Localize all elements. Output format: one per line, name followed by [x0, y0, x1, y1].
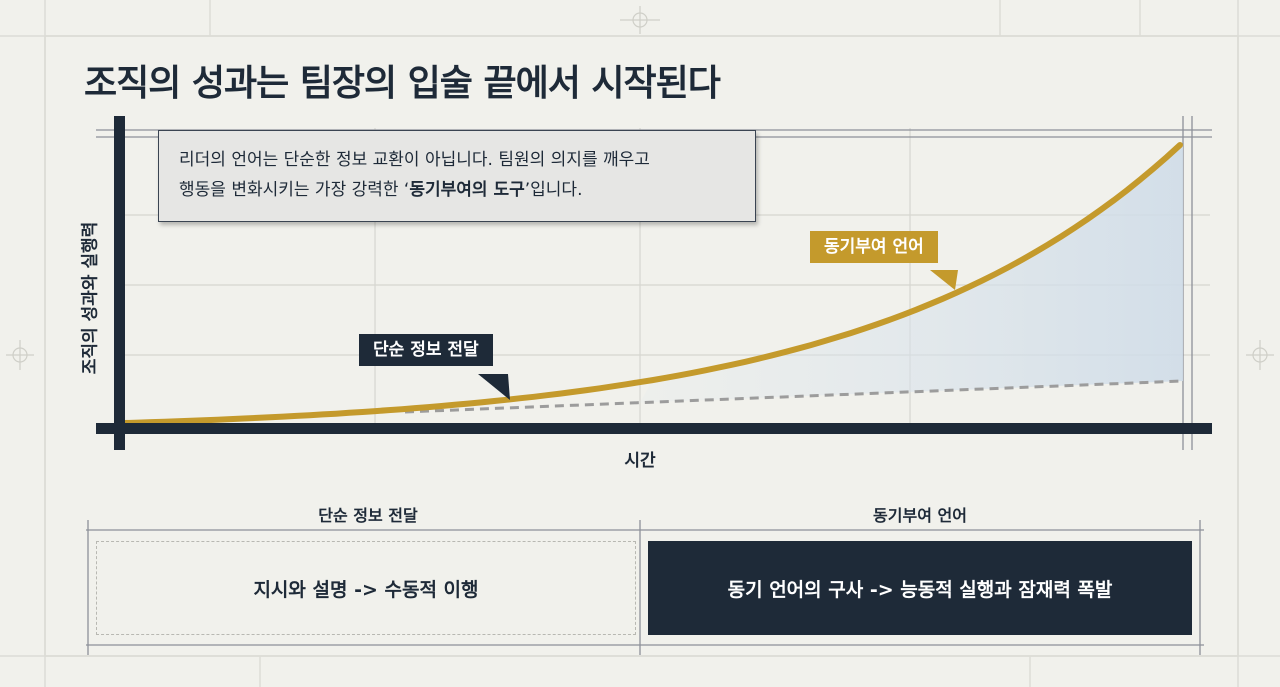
callout-line-2-suffix: ’입니다. — [524, 180, 583, 200]
series-line-motivation — [122, 142, 1183, 426]
quote-callout: 리더의 언어는 단순한 정보 교환이 아닙니다. 팀원의 의지를 깨우고 행동을… — [158, 130, 756, 222]
annotation-motivation: 동기부여 언어 — [810, 231, 938, 263]
motivation-area-fill — [640, 145, 1183, 403]
callout-line-2: 행동을 변화시키는 가장 강력한 ‘동기부여의 도구’입니다. — [179, 175, 735, 205]
x-axis — [96, 423, 1212, 434]
series-line-simple-info — [404, 379, 1184, 414]
x-axis-label: 시간 — [624, 451, 656, 471]
tag-pointer-dark — [478, 374, 510, 400]
comparison-box-simple-info: 지시와 설명 -> 수동적 이행 — [96, 541, 636, 635]
crosshair-icon — [6, 6, 1274, 370]
comparison-text-simple-info: 지시와 설명 -> 수동적 이행 — [253, 578, 479, 601]
callout-line-1: 리더의 언어는 단순한 정보 교환이 아닙니다. 팀원의 의지를 깨우고 — [179, 150, 650, 170]
column-header-simple-info: 단순 정보 전달 — [318, 506, 418, 525]
annotation-simple-info: 단순 정보 전달 — [359, 334, 493, 366]
y-axis — [114, 116, 125, 450]
callout-line-2-prefix: 행동을 변화시키는 가장 강력한 ‘ — [179, 180, 410, 200]
callout-emphasis: 동기부여의 도구 — [409, 180, 525, 200]
tag-pointer-gold — [930, 270, 958, 290]
column-header-motivation: 동기부여 언어 — [873, 506, 967, 525]
comparison-text-motivation: 동기 언어의 구사 -> 능동적 실행과 잠재력 폭발 — [727, 578, 1113, 601]
comparison-box-motivation: 동기 언어의 구사 -> 능동적 실행과 잠재력 폭발 — [648, 541, 1192, 635]
page-title: 조직의 성과는 팀장의 입술 끝에서 시작된다 — [84, 63, 721, 104]
